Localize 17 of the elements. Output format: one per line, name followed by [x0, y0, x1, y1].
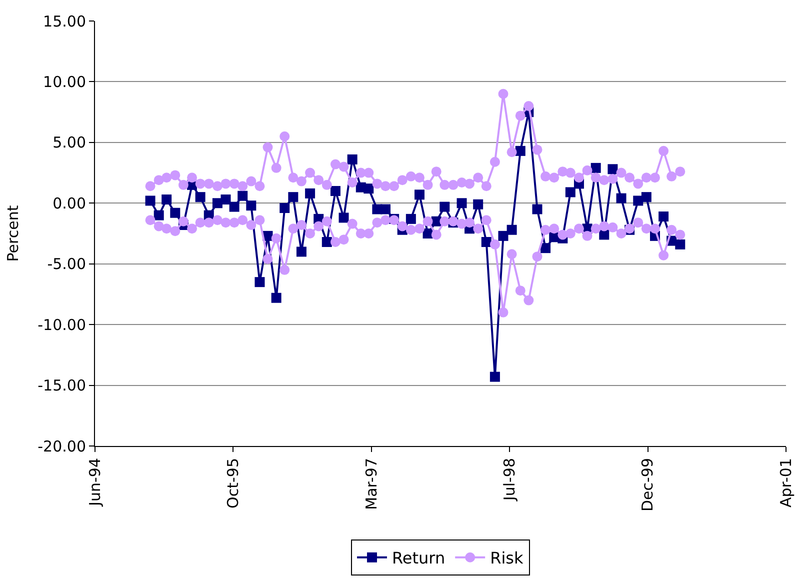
- y-axis-title: Percent: [4, 205, 22, 262]
- x-tick-label: Dec-99: [638, 458, 657, 512]
- y-tick-label: -20.00: [38, 437, 86, 456]
- legend-label: Return: [392, 548, 446, 568]
- y-tick-label: -10.00: [38, 316, 86, 334]
- x-tick-label: Mar-97: [362, 458, 380, 510]
- x-tick-label: Apr-01: [776, 458, 795, 508]
- y-tick-label: -5.00: [47, 255, 86, 274]
- y-tick-label: 15.00: [43, 12, 86, 30]
- y-tick-label: -15.00: [38, 376, 86, 395]
- legend-label: Risk: [490, 548, 524, 568]
- y-tick-label: 5.00: [52, 134, 86, 152]
- x-tick-label: Jun-94: [86, 458, 104, 507]
- x-tick-label: Jul-98: [500, 458, 518, 502]
- y-tick-label: 0.00: [52, 194, 86, 212]
- y-tick-label: 10.00: [43, 72, 86, 91]
- x-tick-label: Oct-95: [224, 458, 242, 508]
